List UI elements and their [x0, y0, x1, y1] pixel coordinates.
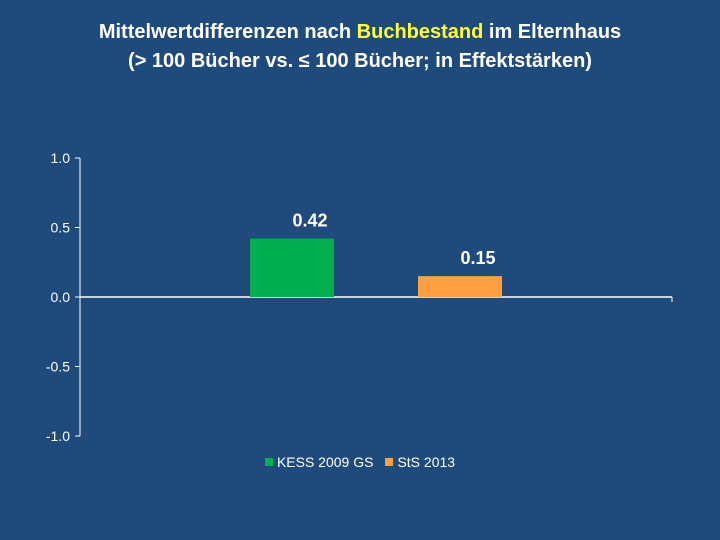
legend-swatch [385, 458, 394, 467]
legend-label: KESS 2009 GS [276, 454, 374, 470]
title-line-2: (> 100 Bücher vs. ≤ 100 Bücher; in Effek… [128, 50, 592, 72]
chart-title: Mittelwertdifferenzen nach Buchbestand i… [0, 18, 720, 76]
data-label: 0.42 [292, 211, 327, 231]
bar-kess-2009-gs [250, 238, 334, 297]
y-tick-label: -1.0 [46, 428, 70, 444]
title-text-before: Mittelwertdifferenzen nach [98, 21, 357, 43]
bar-sts-2013 [418, 276, 502, 297]
title-highlight: Buchbestand [356, 21, 484, 43]
y-tick-label: 1.0 [51, 150, 71, 166]
legend-item: KESS 2009 GS [264, 454, 374, 470]
title-text-after: im Elternhaus [483, 21, 622, 43]
legend-swatch [264, 458, 273, 467]
legend: KESS 2009 GS StS 2013 [0, 454, 720, 470]
y-tick-label: 0.0 [51, 289, 71, 305]
legend-label: StS 2013 [397, 454, 456, 470]
y-tick-label: -0.5 [46, 359, 70, 375]
data-label: 0.15 [460, 248, 495, 268]
y-tick-label: 0.5 [51, 220, 71, 236]
title-line-1: Mittelwertdifferenzen nach Buchbestand i… [0, 18, 720, 47]
legend-item: StS 2013 [385, 454, 455, 470]
